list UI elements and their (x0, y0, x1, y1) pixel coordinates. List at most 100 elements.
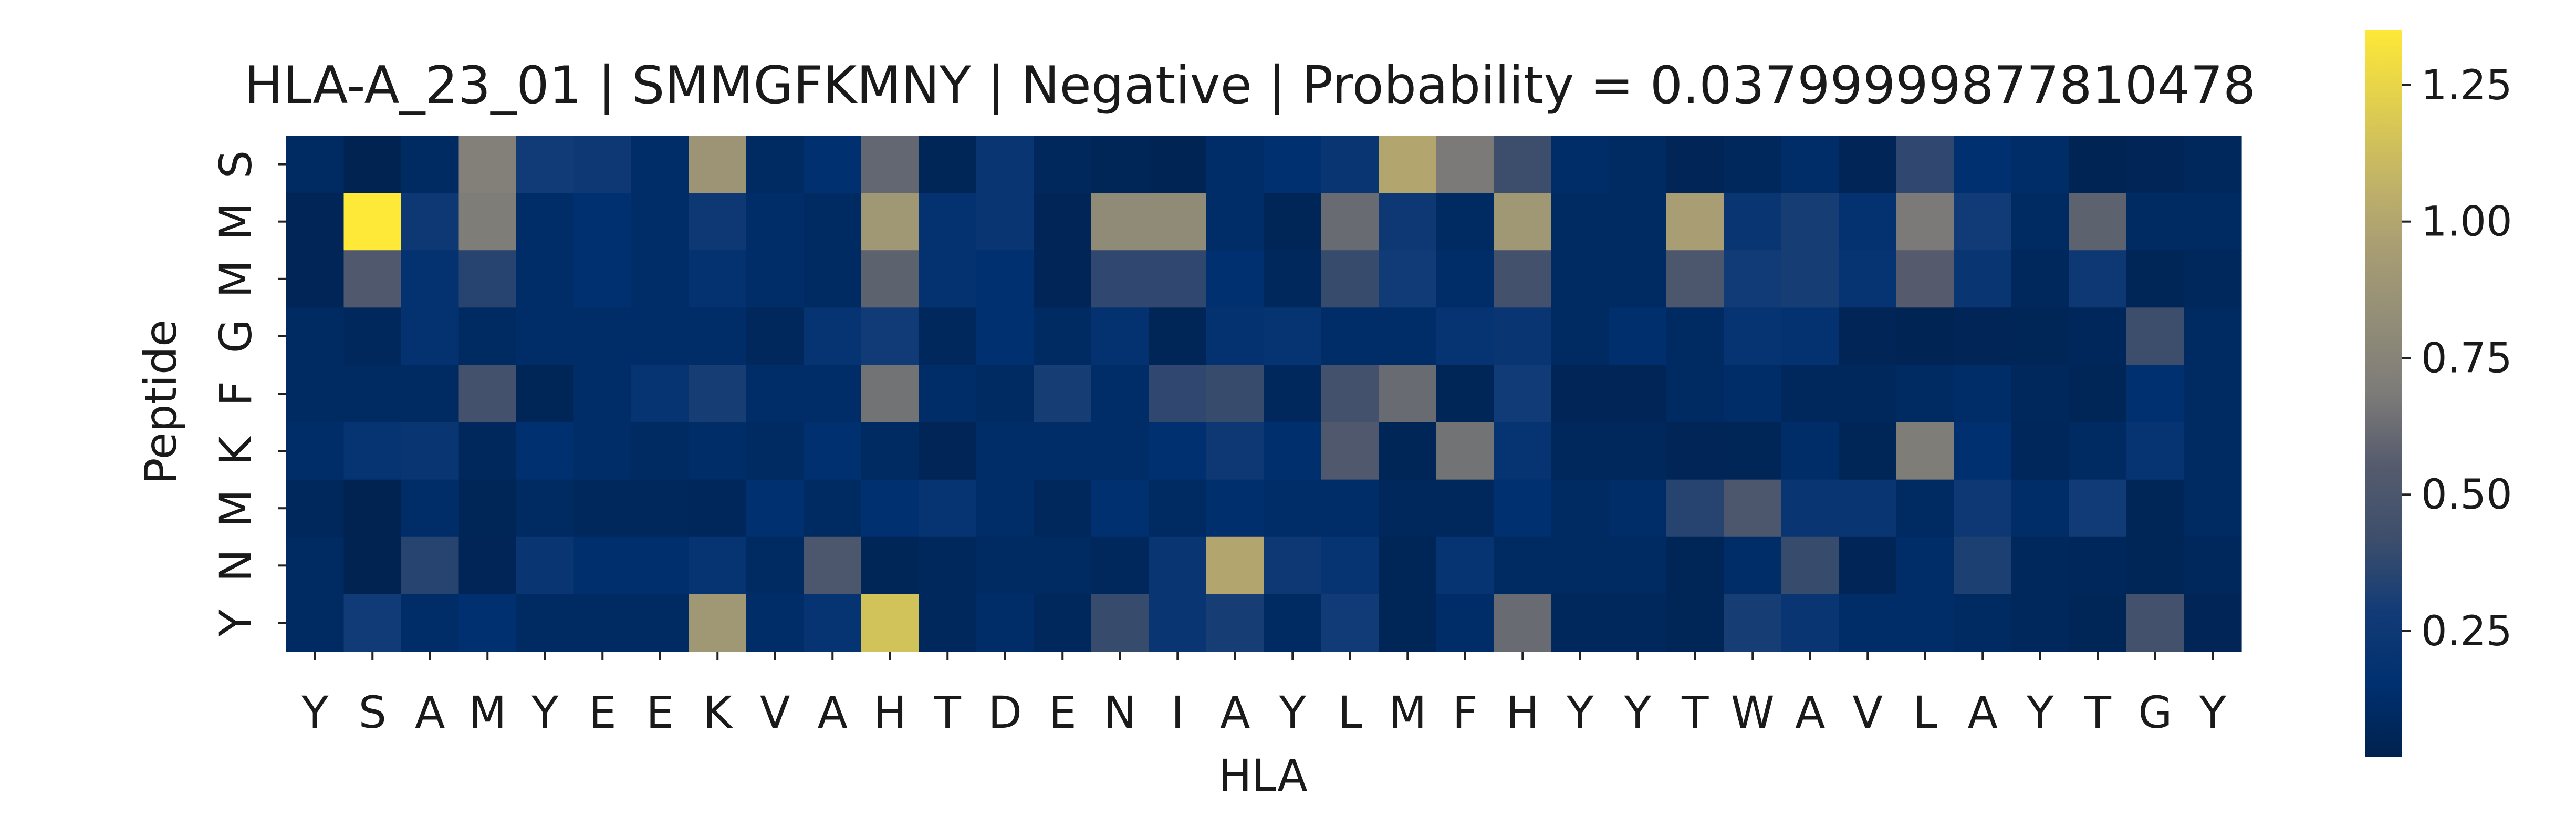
heatmap-cell (919, 479, 977, 538)
heatmap-cell (1839, 422, 1897, 480)
y-tick-label: Y (210, 609, 262, 637)
heatmap-cell (976, 422, 1035, 480)
heatmap-cell (1321, 136, 1380, 193)
colorbar (2365, 30, 2402, 757)
heatmap-cell (861, 307, 920, 366)
heatmap-cell (689, 193, 747, 251)
heatmap-cell (1839, 594, 1897, 652)
heatmap-cell (919, 365, 977, 423)
x-tick-label: T (2084, 687, 2112, 738)
heatmap-cell (516, 250, 575, 308)
heatmap-cell (516, 136, 575, 193)
heatmap-cell (1034, 536, 1092, 595)
heatmap-cell (2126, 136, 2185, 193)
heatmap-cell (1666, 365, 1725, 423)
heatmap-cell (2126, 479, 2185, 538)
x-tick-label: W (1731, 687, 1775, 738)
y-tick-label: S (210, 150, 262, 178)
heatmap-cell (1609, 307, 1667, 366)
heatmap-cell (1034, 250, 1092, 308)
heatmap-cell (401, 365, 460, 423)
x-tick-label: Y (301, 687, 329, 738)
heatmap-cell (1494, 594, 1552, 652)
heatmap-cell (1551, 594, 1610, 652)
heatmap-cell (1954, 422, 2012, 480)
heatmap-cell (1896, 536, 1955, 595)
heatmap-cell (1781, 136, 1840, 193)
heatmap-cell (1551, 422, 1610, 480)
heatmap-cell (1436, 422, 1495, 480)
x-tick-label: T (934, 687, 962, 738)
x-tick-label: Y (1624, 687, 1652, 738)
heatmap-cell (1896, 479, 1955, 538)
heatmap-cell (2069, 422, 2127, 480)
heatmap-cell (2011, 479, 2070, 538)
heatmap-cell (1091, 365, 1150, 423)
heatmap-cell (1551, 193, 1610, 251)
heatmap-cell (689, 136, 747, 193)
heatmap-cell (631, 594, 690, 652)
heatmap-cell (1666, 422, 1725, 480)
x-tick-label: V (760, 687, 790, 738)
heatmap-cell (2011, 365, 2070, 423)
heatmap-cell (286, 250, 345, 308)
x-tick-label: T (1681, 687, 1709, 738)
heatmap-cell (1781, 193, 1840, 251)
y-tick-label: K (210, 436, 262, 466)
x-tick-label: A (818, 687, 848, 738)
heatmap-cell (343, 594, 402, 652)
heatmap-cell (1091, 536, 1150, 595)
heatmap-cell (976, 136, 1035, 193)
heatmap-cell (1264, 250, 1322, 308)
heatmap-cell (401, 594, 460, 652)
heatmap-cell (1839, 365, 1897, 423)
heatmap-cell (804, 594, 862, 652)
heatmap-cell (1609, 479, 1667, 538)
x-tick-label: E (646, 687, 674, 738)
heatmap-cell (1494, 307, 1552, 366)
heatmap-cell (1494, 250, 1552, 308)
heatmap-cell (573, 193, 632, 251)
heatmap-cell (1264, 193, 1322, 251)
heatmap-cell (1551, 307, 1610, 366)
heatmap-cell (516, 594, 575, 652)
heatmap-cell (1896, 365, 1955, 423)
heatmap-cell (401, 250, 460, 308)
heatmap-cell (1379, 536, 1437, 595)
heatmap-cell (746, 136, 805, 193)
heatmap-cell (1206, 594, 1265, 652)
heatmap-cell (1264, 307, 1322, 366)
heatmap-cell (516, 479, 575, 538)
heatmap-cell (631, 250, 690, 308)
heatmap-cell (1149, 307, 1207, 366)
heatmap-cell (573, 594, 632, 652)
heatmap-cell (861, 250, 920, 308)
heatmap-cell (2184, 594, 2242, 652)
heatmap-cell (1206, 193, 1265, 251)
x-tick-label: K (703, 687, 733, 738)
heatmap-cell (1724, 307, 1782, 366)
heatmap-cell (1436, 536, 1495, 595)
heatmap-cell (1149, 536, 1207, 595)
heatmap-cell (1896, 250, 1955, 308)
heatmap-cell (2069, 536, 2127, 595)
heatmap-cell (1724, 594, 1782, 652)
heatmap-cell (458, 250, 517, 308)
heatmap-cell (1781, 536, 1840, 595)
x-tick-label: M (1389, 687, 1426, 738)
heatmap-cell (1379, 193, 1437, 251)
heatmap-cell (1724, 193, 1782, 251)
heatmap-cell (2126, 422, 2185, 480)
heatmap-cell (804, 479, 862, 538)
heatmap-cell (919, 307, 977, 366)
heatmap-cell (1609, 594, 1667, 652)
heatmap-cell (1954, 307, 2012, 366)
heatmap-cell (1379, 479, 1437, 538)
heatmap-cell (1321, 479, 1380, 538)
heatmap-cell (1551, 479, 1610, 538)
heatmap-cell (976, 193, 1035, 251)
heatmap-cell (286, 536, 345, 595)
heatmap-cell (2011, 594, 2070, 652)
heatmap-cell (746, 365, 805, 423)
heatmap-cell (343, 365, 402, 423)
